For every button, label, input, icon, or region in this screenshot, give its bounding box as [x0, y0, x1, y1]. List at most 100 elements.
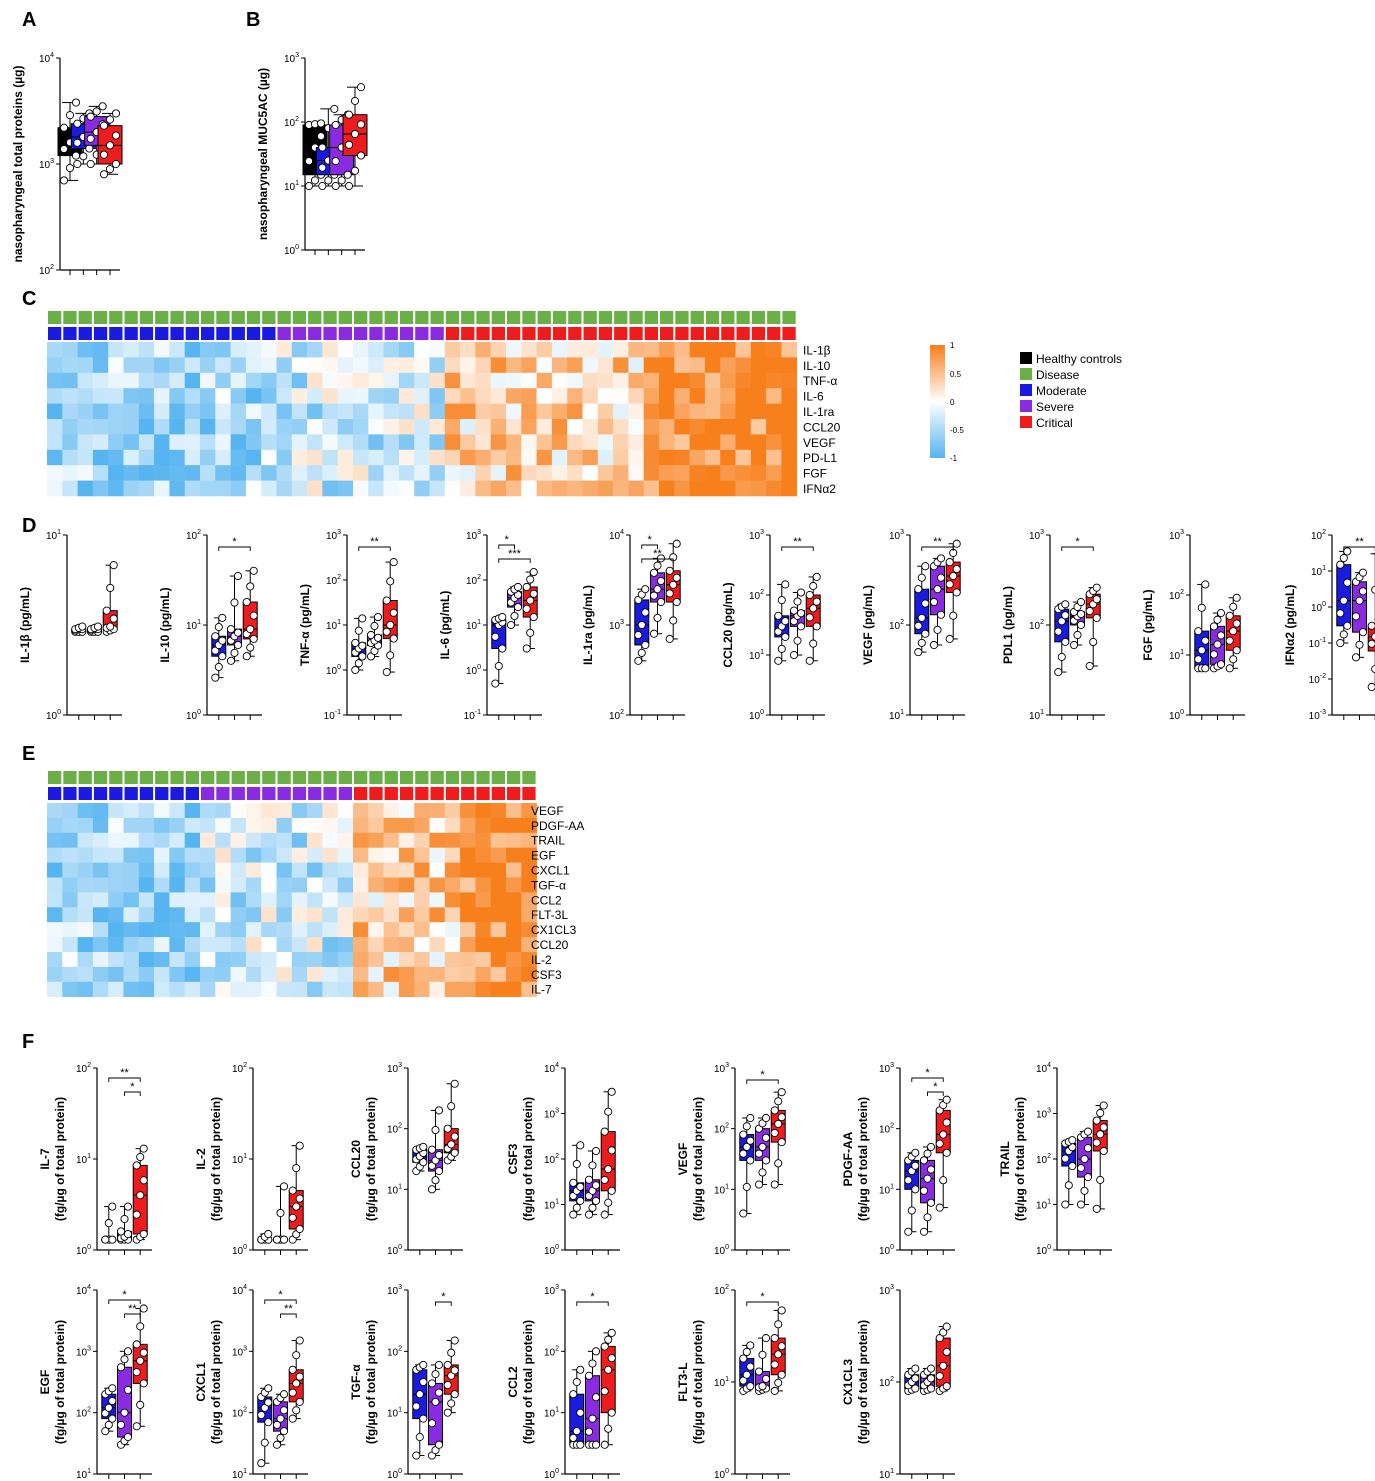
data-point [919, 1227, 929, 1236]
heatmap-cell [750, 465, 767, 481]
data-point [343, 170, 352, 179]
heatmap-cell [750, 449, 767, 466]
annotation-disease-cell [369, 771, 383, 784]
data-point [1076, 620, 1086, 630]
annotation-disease-cell [185, 771, 199, 784]
heatmap-cell [383, 803, 400, 819]
heatmap-cell [184, 877, 201, 893]
heatmap-cell [444, 342, 461, 358]
data-point [288, 1186, 297, 1195]
heatmap-cell [123, 388, 140, 404]
data-point [242, 652, 251, 661]
data-point [1339, 553, 1348, 563]
data-point [447, 1348, 456, 1357]
data-point [123, 1433, 133, 1442]
heatmap-cell [138, 388, 155, 404]
data-point [584, 1371, 594, 1380]
data-point [933, 585, 942, 594]
heatmap-cell [689, 372, 706, 389]
heatmap-cell [567, 449, 583, 466]
heatmap-cell [536, 372, 553, 389]
annotation-disease-cell [292, 311, 307, 324]
heatmap-cell [536, 449, 553, 466]
heatmap-cell [475, 937, 491, 953]
panel-letter-f: F [22, 1031, 34, 1053]
colorbar-tick: -0.5 [950, 426, 964, 435]
data-point [588, 1161, 597, 1170]
heatmap-cell [444, 357, 461, 374]
heatmap-cell [291, 907, 308, 923]
heatmap-cell [337, 419, 354, 435]
annotation-disease-cell [201, 311, 215, 324]
y-tick-label: 101 [714, 1376, 729, 1389]
annotation-critical-cell [598, 327, 613, 340]
data-point [272, 1440, 282, 1449]
heatmap-cell [689, 434, 706, 451]
heatmap-cell [475, 832, 491, 848]
heatmap-cell [108, 892, 124, 908]
heatmap-cell [261, 372, 277, 389]
annotation-disease-cell [354, 311, 368, 324]
significance-stars: * [590, 1291, 595, 1303]
heatmap-cell [307, 388, 323, 404]
data-point [634, 656, 643, 665]
heatmap-row-label: CX1CL3 [531, 923, 577, 937]
data-point [777, 1088, 786, 1097]
heatmap-cell [154, 372, 170, 389]
heatmap-cell [245, 907, 262, 923]
data-point [370, 621, 379, 631]
heatmap-cell [383, 388, 400, 404]
heatmap-cell [307, 480, 323, 497]
data-point [324, 176, 333, 185]
data-point [1336, 609, 1345, 618]
data-point [136, 1322, 145, 1331]
annotation-critical-cell [751, 327, 766, 340]
heatmap-cell [245, 465, 262, 481]
data-point [249, 611, 258, 620]
data-point [123, 1230, 133, 1239]
heatmap-cell [628, 357, 644, 374]
data-point [1076, 610, 1086, 619]
data-point [1069, 640, 1079, 650]
heatmap-cell [123, 357, 140, 374]
data-point [288, 1388, 297, 1397]
heatmap-cell [704, 357, 721, 374]
heatmap-cell [261, 419, 277, 435]
data-point [415, 1433, 424, 1442]
data-point [600, 1127, 609, 1136]
heatmap-cell [490, 832, 507, 848]
annotation-moderate-cell [155, 327, 169, 340]
heatmap-cell [108, 372, 124, 389]
significance-bracket [218, 546, 251, 551]
heatmap-cell [383, 847, 400, 863]
heatmap-cell [230, 966, 247, 983]
heatmap-cell [368, 434, 384, 451]
significance-stars: * [760, 1069, 765, 1081]
heatmap-cell [750, 388, 767, 404]
heatmap-cell [322, 937, 338, 953]
heatmap-cell [551, 449, 568, 466]
heatmap-cell [521, 922, 537, 938]
data-point [739, 1354, 748, 1363]
data-point [136, 1356, 145, 1365]
y-tick-label: 103 [466, 529, 481, 542]
data-point [607, 1328, 616, 1337]
heatmap-cell [138, 817, 155, 834]
heatmap-cell [521, 449, 537, 466]
heatmap-cell [414, 907, 430, 923]
heatmap-cell [720, 372, 736, 389]
data-point [132, 1210, 141, 1219]
significance-stars: * [441, 1291, 446, 1303]
heatmap-cell [169, 907, 185, 923]
data-point [933, 625, 942, 634]
data-point [576, 1365, 585, 1374]
data-point [105, 165, 115, 174]
data-point [789, 650, 799, 660]
data-point [1197, 646, 1206, 655]
heatmap-cell [643, 403, 660, 420]
heatmap-cell [414, 449, 430, 466]
heatmap-cell [353, 922, 369, 938]
heatmap-cell [108, 388, 124, 404]
heatmap-cell [490, 966, 507, 983]
heatmap-row-label: PD-L1 [803, 451, 837, 465]
